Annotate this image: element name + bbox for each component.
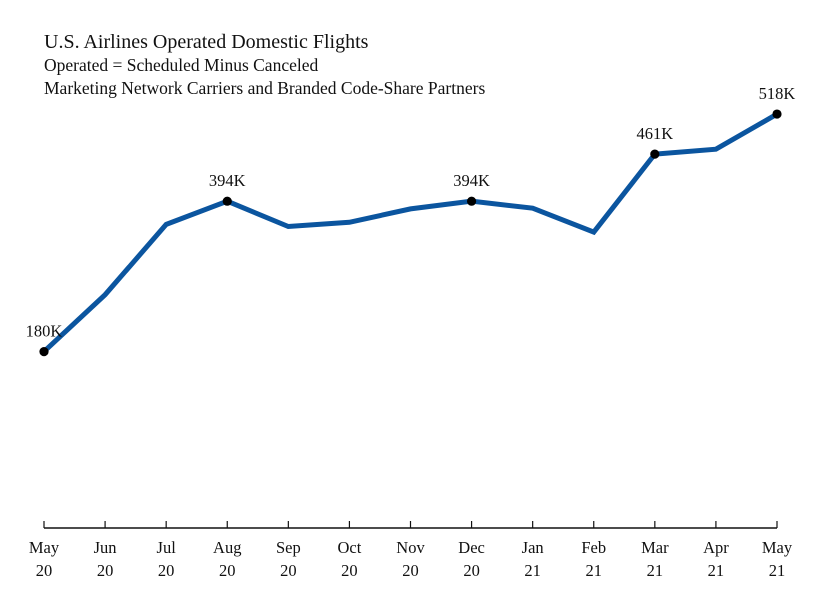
data-point-marker — [466, 196, 477, 206]
x-tick-label-month: Dec — [458, 538, 485, 557]
series-line-0 — [41, 111, 780, 355]
x-tick-label-month: Aug — [213, 538, 241, 557]
data-point-marker — [772, 109, 782, 119]
x-tick-label-year: 21 — [708, 561, 725, 580]
x-tick-label-year: 20 — [97, 561, 114, 580]
x-tick-label-month: Jun — [94, 538, 117, 557]
x-tick-label-month: May — [762, 538, 793, 557]
x-tick-label-year: 20 — [463, 561, 480, 580]
x-tick-label-month: Jul — [157, 538, 177, 557]
x-tick-label-year: 20 — [402, 561, 419, 580]
x-tick-label-month: Apr — [703, 538, 729, 557]
data-label: 394K — [453, 171, 490, 190]
x-tick-label-year: 21 — [647, 561, 664, 580]
data-label: 461K — [636, 124, 673, 143]
x-tick-label-year: 20 — [219, 561, 236, 580]
data-point-marker — [39, 346, 49, 357]
x-tick-label-month: Mar — [641, 538, 669, 557]
x-tick-label-month: Feb — [581, 538, 606, 557]
x-tick-label-year: 20 — [280, 561, 297, 580]
x-tick-label-year: 21 — [524, 561, 541, 580]
data-label: 394K — [209, 171, 246, 190]
x-tick-label-year: 21 — [586, 561, 603, 580]
chart-title: U.S. Airlines Operated Domestic Flights — [44, 31, 369, 53]
x-tick-label-month: May — [29, 538, 60, 557]
x-tick-label-year: 20 — [36, 561, 53, 580]
x-tick-label-year: 21 — [769, 561, 786, 580]
data-point-marker — [222, 196, 232, 206]
x-tick-label-year: 20 — [158, 561, 175, 580]
x-tick-label-month: Sep — [276, 538, 301, 557]
data-label: 518K — [759, 84, 796, 103]
x-tick-label-month: Oct — [338, 538, 362, 557]
data-point-marker — [650, 149, 660, 159]
chart-subtitle-1: Operated = Scheduled Minus Canceled — [44, 55, 319, 75]
chart-titles: U.S. Airlines Operated Domestic Flights … — [44, 30, 485, 100]
x-tick-label-month: Nov — [396, 538, 425, 557]
data-label: 180K — [26, 322, 63, 341]
x-tick-label-year: 20 — [341, 561, 358, 580]
chart-subtitle-2: Marketing Network Carriers and Branded C… — [44, 78, 486, 98]
x-tick-label-month: Jan — [522, 538, 544, 557]
